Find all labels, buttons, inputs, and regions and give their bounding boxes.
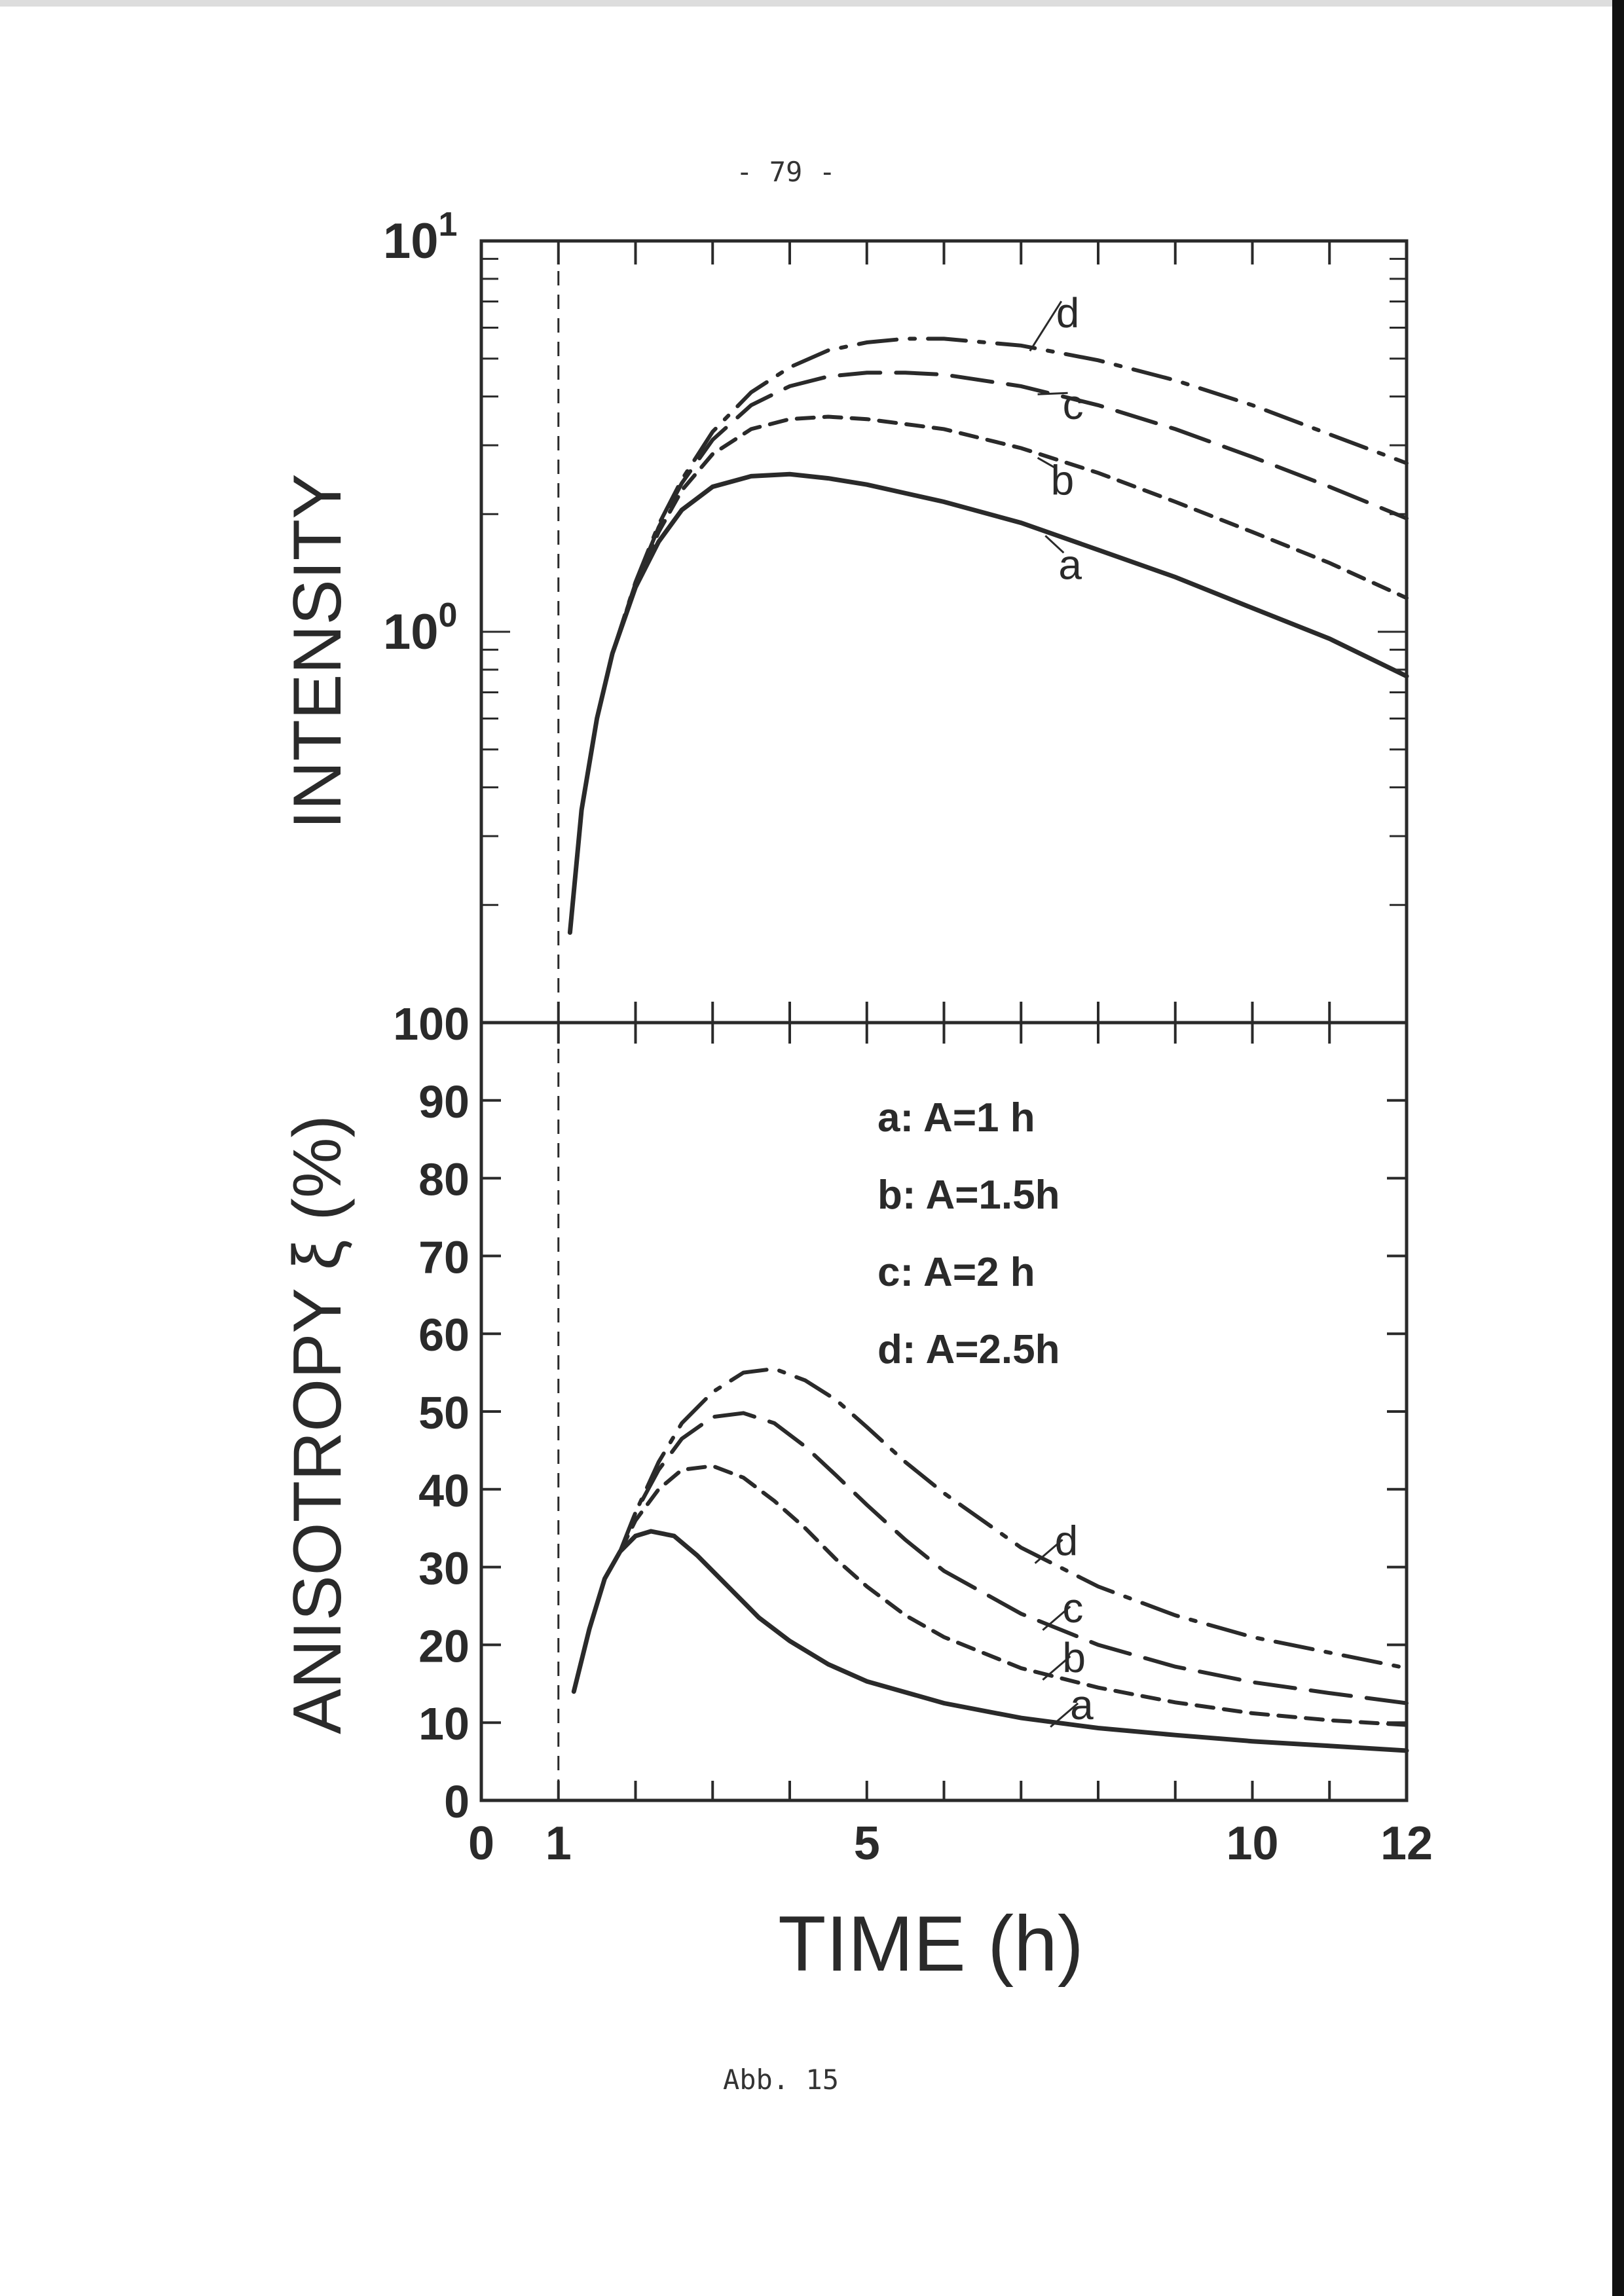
anisotropy-y-ticklabel: 60 [418,1309,470,1360]
anisotropy-curve-label-d: d [1055,1518,1079,1565]
anisotropy-series-b [618,1464,1409,1727]
intensity-label-leader-b [1037,456,1057,469]
anisotropy-y-ticklabel: 20 [418,1620,470,1671]
anisotropy-series-c [618,1411,1409,1705]
intensity-curve-label-d: d [1056,289,1080,337]
intensity-curve-label-c: c [1063,381,1084,428]
scan-top-edge [0,0,1624,7]
anisotropy-y-ticklabel: 80 [418,1154,470,1205]
figure-caption: Abb. 15 [722,2064,839,2096]
anisotropy-y-ticklabel: 90 [418,1076,470,1127]
anisotropy-x-ticklabel: 0 [468,1817,494,1870]
intensity-label-leader-c [1037,392,1068,395]
anisotropy-y-ticklabel: 50 [418,1387,470,1438]
intensity-y-ticklabel-exp: 0 [439,596,458,634]
intensity-label-leader-a [1044,535,1065,554]
anisotropy-y-ticklabel: 100 [393,998,470,1049]
anisotropy-x-ticklabel: 1 [545,1817,572,1870]
anisotropy-curve-label-c: c [1062,1584,1083,1631]
anisotropy-x-ticklabel: 10 [1226,1817,1278,1870]
page-number: - 79 - [736,156,836,188]
anisotropy-y-ticklabel: 10 [418,1698,470,1749]
intensity-y-ticklabel: 101 [383,206,457,269]
legend-entry-d: d: A=2.5h [877,1327,1060,1372]
intensity-series-b [595,414,1409,721]
anisotropy-y-ticklabel: 0 [444,1776,470,1827]
anisotropy-label-leader-a [1050,1702,1079,1728]
anisotropy-curve-label-b: b [1062,1634,1086,1681]
intensity-axis-title: INTENSITY [280,473,356,829]
anisotropy-label-leader-b [1042,1655,1071,1681]
scan-right-edge [1612,0,1624,2296]
intensity-curve-label-a: a [1058,541,1082,588]
anisotropy-curve-label-a: a [1070,1681,1094,1728]
anisotropy-y-ticklabel: 30 [418,1543,470,1594]
intensity-label-leader-d [1029,301,1063,352]
legend-entry-c: c: A=2 h [877,1250,1035,1295]
anisotropy-axis-title: ANISOTROPY ξ (%) [280,1115,356,1734]
legend-entry-a: a: A=1 h [877,1095,1035,1140]
anisotropy-label-leader-d [1034,1539,1063,1564]
intensity-y-ticklabel-exp: 1 [439,206,458,244]
intensity-curve-label-b: b [1051,456,1075,503]
anisotropy-label-leader-c [1042,1605,1071,1631]
intensity-series-d [595,337,1409,721]
anisotropy-x-ticklabel: 5 [854,1817,880,1870]
anisotropy-y-ticklabel: 40 [418,1465,470,1516]
legend-entry-b: b: A=1.5h [877,1173,1060,1218]
anisotropy-y-ticklabel: 70 [418,1231,470,1283]
time-axis-title: TIME (h) [778,1900,1084,1988]
intensity-y-ticklabel: 100 [383,596,457,660]
anisotropy-x-ticklabel: 12 [1380,1817,1433,1870]
